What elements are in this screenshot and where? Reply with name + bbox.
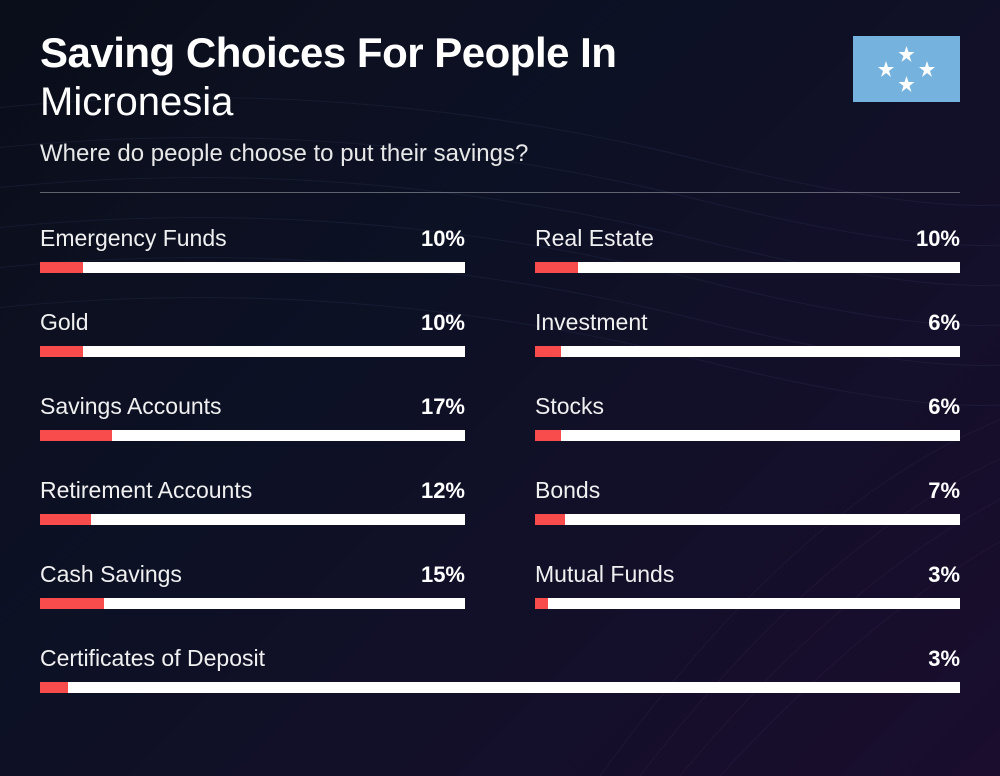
bar-item: Certificates of Deposit 3%: [40, 645, 960, 693]
bar-track: [40, 514, 465, 525]
bar-value: 12%: [421, 478, 465, 504]
bar-value: 3%: [928, 562, 960, 588]
bar-track: [535, 346, 960, 357]
bar-fill: [535, 598, 548, 609]
divider: [40, 192, 960, 193]
bar-value: 6%: [928, 394, 960, 420]
bar-track: [535, 262, 960, 273]
bar-value: 15%: [421, 562, 465, 588]
bar-label: Real Estate: [535, 225, 654, 252]
bar-fill: [40, 514, 91, 525]
bar-item: Gold 10%: [40, 309, 465, 357]
bar-track: [40, 598, 465, 609]
bar-item: Real Estate 10%: [535, 225, 960, 273]
bar-label: Gold: [40, 309, 89, 336]
subtitle: Where do people choose to put their savi…: [40, 140, 853, 168]
bar-track: [40, 346, 465, 357]
bar-track: [535, 514, 960, 525]
bar-track: [40, 262, 465, 273]
bar-label: Savings Accounts: [40, 393, 222, 420]
bar-value: 6%: [928, 310, 960, 336]
bar-item: Investment 6%: [535, 309, 960, 357]
bar-item: Stocks 6%: [535, 393, 960, 441]
bars-grid: Emergency Funds 10% Real Estate 10% Gold 10% I…: [40, 225, 960, 693]
bar-fill: [535, 514, 565, 525]
bar-item: Mutual Funds 3%: [535, 561, 960, 609]
bar-fill: [40, 430, 112, 441]
bar-value: 3%: [928, 646, 960, 672]
bar-label: Emergency Funds: [40, 225, 227, 252]
bar-value: 10%: [916, 226, 960, 252]
bar-fill: [40, 346, 83, 357]
title-bold: Saving Choices For People In: [40, 30, 853, 76]
bar-label: Mutual Funds: [535, 561, 674, 588]
bar-value: 10%: [421, 226, 465, 252]
bar-item: Retirement Accounts 12%: [40, 477, 465, 525]
bar-fill: [40, 262, 83, 273]
flag-micronesia: [853, 36, 960, 102]
bar-value: 10%: [421, 310, 465, 336]
bar-track: [535, 430, 960, 441]
bar-label: Stocks: [535, 393, 604, 420]
bar-track: [535, 598, 960, 609]
bar-fill: [40, 682, 68, 693]
bar-label: Bonds: [535, 477, 600, 504]
bar-fill: [40, 598, 104, 609]
bar-fill: [535, 262, 578, 273]
header: Saving Choices For People In Micronesia …: [40, 30, 960, 168]
bar-track: [40, 682, 960, 693]
bar-label: Investment: [535, 309, 648, 336]
bar-track: [40, 430, 465, 441]
bar-value: 17%: [421, 394, 465, 420]
bar-label: Retirement Accounts: [40, 477, 252, 504]
bar-fill: [535, 346, 561, 357]
bar-fill: [535, 430, 561, 441]
bar-item: Cash Savings 15%: [40, 561, 465, 609]
bar-label: Cash Savings: [40, 561, 182, 588]
bar-item: Emergency Funds 10%: [40, 225, 465, 273]
bar-item: Savings Accounts 17%: [40, 393, 465, 441]
bar-item: Bonds 7%: [535, 477, 960, 525]
title-light: Micronesia: [40, 78, 853, 126]
bar-label: Certificates of Deposit: [40, 645, 265, 672]
bar-value: 7%: [928, 478, 960, 504]
